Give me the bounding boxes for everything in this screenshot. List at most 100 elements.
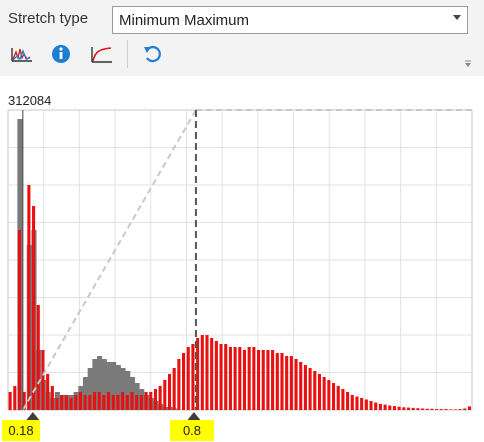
histogram-max-count: 312084 bbox=[8, 93, 52, 108]
histogram-bar-red bbox=[214, 341, 218, 410]
histogram-bar-red bbox=[8, 392, 12, 410]
stretch-max-handle[interactable] bbox=[186, 412, 202, 420]
histogram-bar-red bbox=[50, 386, 54, 410]
histogram-chart[interactable] bbox=[0, 104, 484, 420]
histogram-bar-red bbox=[102, 395, 106, 410]
histogram-bar-red bbox=[388, 405, 392, 410]
histogram-bar-red bbox=[346, 392, 350, 410]
histogram-bar-red bbox=[439, 409, 443, 410]
histogram-bar-red bbox=[280, 353, 284, 410]
histogram-bar-red bbox=[116, 395, 120, 410]
histogram-bar-red bbox=[266, 350, 270, 410]
histogram-bar-red bbox=[331, 383, 336, 410]
histogram-bar-red bbox=[425, 408, 429, 410]
histogram-bar-red bbox=[383, 404, 387, 410]
histogram-bar-red bbox=[257, 350, 261, 410]
histogram-bar-red bbox=[228, 347, 232, 410]
histogram-bar-red bbox=[130, 392, 134, 410]
histogram-bar-red bbox=[453, 409, 457, 410]
histogram-bar-gray bbox=[125, 371, 131, 410]
histogram-bar-red bbox=[182, 353, 186, 410]
histogram-bar-red bbox=[341, 389, 345, 410]
histogram-bar-red bbox=[13, 386, 17, 410]
histogram-bar-red bbox=[153, 389, 157, 410]
histogram-bar-red bbox=[435, 409, 439, 410]
histogram-bar-red bbox=[64, 395, 68, 410]
histogram-bar-red bbox=[252, 347, 256, 410]
histogram-bar-red bbox=[247, 347, 251, 410]
overflow-menu-icon[interactable] bbox=[464, 60, 472, 68]
histogram-bar-red bbox=[430, 408, 434, 410]
histogram-button[interactable] bbox=[6, 40, 36, 68]
histogram-bar-gray bbox=[87, 368, 93, 410]
histogram-bar-red bbox=[421, 408, 425, 410]
stretch-min-handle[interactable] bbox=[25, 412, 41, 420]
histogram-bar-red bbox=[411, 407, 415, 410]
histogram-bar-red bbox=[463, 408, 467, 410]
histogram-bar-red bbox=[378, 404, 382, 410]
histogram-bar-red bbox=[322, 377, 326, 410]
histogram-bar-red bbox=[205, 335, 209, 410]
stretch-type-dropdown[interactable]: Minimum Maximum bbox=[112, 6, 468, 34]
histogram-bar-red bbox=[317, 374, 322, 410]
histogram-bar-red bbox=[299, 362, 303, 410]
histogram-bar-red bbox=[46, 374, 50, 410]
histogram-bar-red bbox=[74, 395, 78, 410]
histogram-bar-red bbox=[416, 408, 420, 410]
histogram-bar-red bbox=[139, 395, 143, 410]
histogram-bar-red bbox=[392, 406, 397, 410]
histogram-bar-red bbox=[121, 392, 125, 410]
histogram-bar-red bbox=[149, 392, 153, 410]
histogram-bar-red bbox=[224, 344, 228, 410]
histogram-bar-red bbox=[289, 356, 293, 410]
histogram-bar-red bbox=[60, 395, 64, 410]
histogram-bar-red bbox=[303, 365, 307, 410]
histogram-bar-red bbox=[163, 380, 167, 410]
histogram-bar-red bbox=[111, 395, 115, 410]
histogram-bar-gray bbox=[82, 377, 89, 410]
histogram-bar-red bbox=[294, 359, 298, 410]
histogram-bar-red bbox=[210, 338, 214, 410]
histogram-bar-red bbox=[285, 356, 289, 410]
histogram-bar-red bbox=[17, 230, 22, 410]
histogram-bar-red bbox=[191, 344, 195, 410]
histogram-bar-red bbox=[364, 399, 368, 410]
chevron-down-icon[interactable] bbox=[453, 15, 461, 20]
curve-icon bbox=[91, 47, 112, 63]
histogram-bar-red bbox=[196, 338, 200, 410]
histogram-bar-red bbox=[177, 359, 181, 410]
curve-button[interactable] bbox=[86, 40, 116, 68]
histogram-bar-red bbox=[402, 407, 406, 410]
histogram-bar-red bbox=[172, 368, 176, 410]
histogram-bar-red bbox=[271, 350, 275, 410]
histogram-bar-red bbox=[242, 350, 247, 410]
histogram-bar-gray bbox=[97, 356, 103, 410]
histogram-bar-red bbox=[135, 395, 139, 410]
histogram-bar-red bbox=[355, 396, 359, 410]
histogram-bar-red bbox=[406, 407, 411, 410]
histogram-bar-red bbox=[327, 380, 331, 410]
histogram-bar-gray bbox=[120, 368, 126, 410]
histogram-bar-red bbox=[219, 344, 223, 410]
histogram-bar-gray bbox=[101, 359, 107, 410]
histogram-bar-red bbox=[55, 398, 59, 410]
histogram-bar-red bbox=[186, 347, 190, 410]
histogram-bar-red bbox=[144, 392, 148, 410]
histogram-bar-red bbox=[32, 206, 36, 410]
toolbar-separator bbox=[127, 40, 128, 68]
stretch-type-value: Minimum Maximum bbox=[119, 12, 250, 29]
histogram-bar-red bbox=[275, 353, 279, 410]
histogram-bar-red bbox=[369, 401, 373, 410]
histogram-bar-red bbox=[449, 409, 453, 410]
histogram-bar-red bbox=[41, 350, 45, 410]
histogram-icon bbox=[11, 48, 32, 62]
info-button[interactable] bbox=[46, 40, 76, 68]
histogram-bar-red bbox=[36, 305, 40, 410]
histogram-bar-red bbox=[167, 374, 172, 410]
histogram-bar-red bbox=[97, 392, 101, 410]
histogram-bar-red bbox=[458, 409, 462, 410]
stretch-curve-line bbox=[21, 109, 197, 411]
histogram-bar-red bbox=[27, 185, 31, 410]
reset-button[interactable] bbox=[138, 40, 168, 68]
info-icon bbox=[52, 45, 70, 63]
